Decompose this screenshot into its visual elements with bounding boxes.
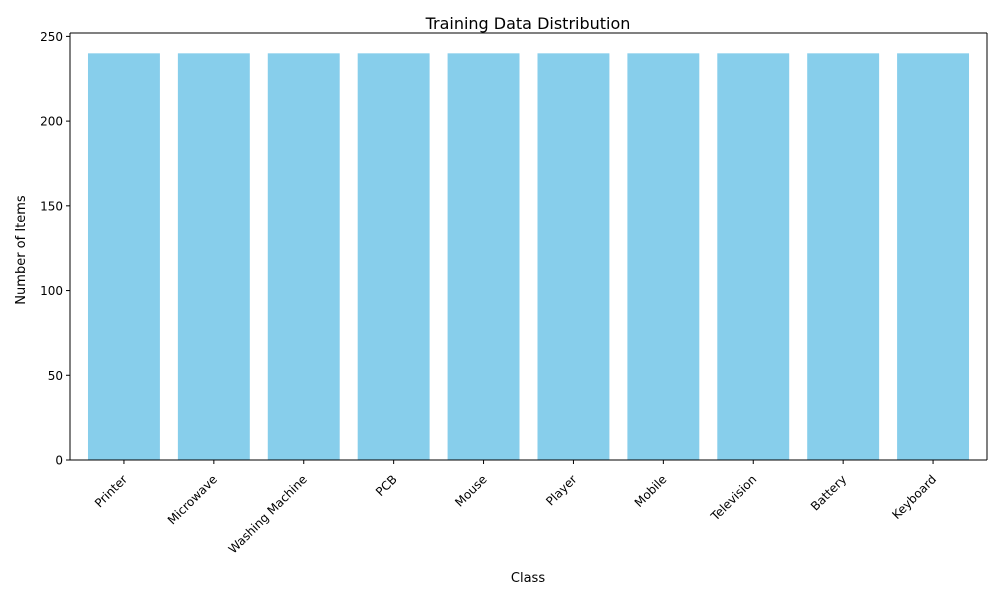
x-axis-label: Class — [511, 571, 545, 586]
y-tick-label: 150 — [40, 199, 63, 213]
bar-battery — [807, 53, 880, 460]
bar-mobile — [627, 53, 700, 460]
bar-keyboard — [897, 53, 970, 460]
y-tick-label: 200 — [40, 115, 63, 129]
bar-player — [537, 53, 610, 460]
y-tick-label: 0 — [55, 454, 63, 468]
bar-mouse — [447, 53, 520, 460]
chart-title: Training Data Distribution — [425, 14, 631, 33]
bar-television — [717, 53, 790, 460]
y-tick-label: 250 — [40, 30, 63, 44]
bar-printer — [87, 53, 160, 460]
y-tick-label: 50 — [48, 369, 63, 383]
y-tick-label: 100 — [40, 284, 63, 298]
y-axis-label: Number of Items — [14, 195, 29, 305]
bar-washing-machine — [267, 53, 340, 460]
bar-microwave — [177, 53, 250, 460]
bar-pcb — [357, 53, 430, 460]
